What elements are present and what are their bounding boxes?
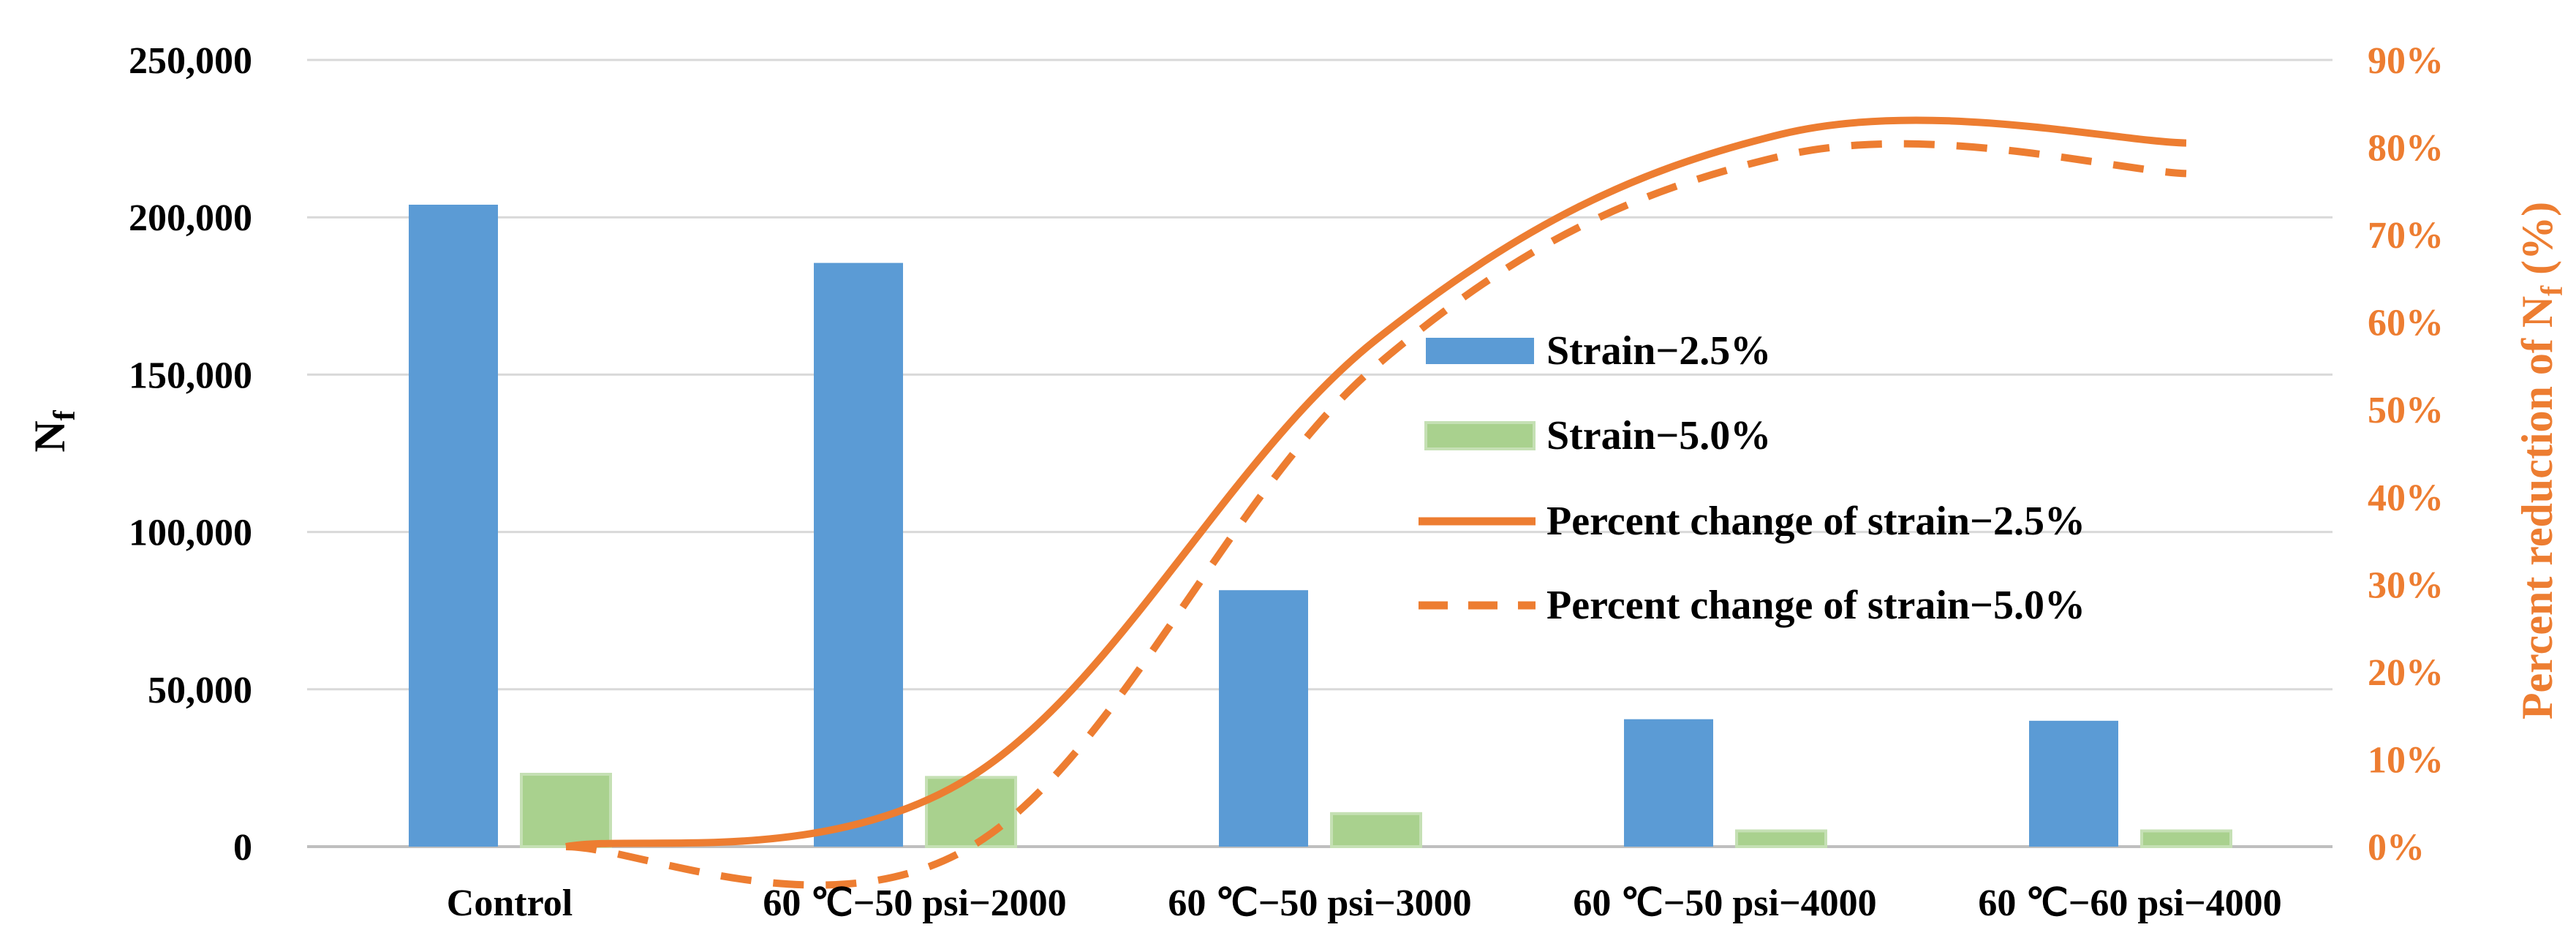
- legend-swatch-strain-5-0: [1424, 421, 1536, 450]
- y2-tick-label: 40%: [2368, 477, 2444, 519]
- bar: [1624, 719, 1713, 847]
- y-tick-label: 150,000: [129, 355, 252, 396]
- y-tick-label: 0: [233, 827, 252, 869]
- line-percent-change-2-5: [565, 116, 2187, 850]
- line-series: [565, 116, 2187, 889]
- y-tick-label: 50,000: [148, 670, 252, 711]
- y-axis-right-title: Percent reduction of Nf (%): [2513, 202, 2569, 719]
- y-axis-left-title: Nf: [26, 409, 82, 452]
- y2-tick-label: 0%: [2368, 827, 2425, 869]
- bar: [925, 776, 1017, 849]
- bars: [409, 204, 2232, 849]
- y2-tick-label: 80%: [2368, 128, 2444, 170]
- legend-label-percent-change-5-0: Percent change of strain−5.0%: [1546, 583, 2085, 628]
- legend-label-strain-2-5: Strain−2.5%: [1546, 328, 1771, 374]
- x-tick-label: 60 ℃−50 psi−4000: [1573, 882, 1876, 924]
- bar: [1735, 829, 1827, 848]
- y2-tick-label: 20%: [2368, 652, 2444, 694]
- y-tick-label: 250,000: [129, 40, 252, 82]
- x-tick-label: Control: [447, 882, 573, 924]
- y2-tick-label: 90%: [2368, 40, 2444, 82]
- y-tick-label: 200,000: [129, 197, 252, 239]
- legend-item-strain-5-0: Strain−5.0%: [1424, 413, 1771, 458]
- line-percent-change-5-0: [565, 140, 2187, 889]
- x-tick-label: 60 ℃−50 psi−2000: [763, 882, 1066, 924]
- y2-tick-label: 30%: [2368, 564, 2444, 606]
- y2-tick-label: 50%: [2368, 390, 2444, 431]
- legend-label-percent-change-2-5: Percent change of strain−2.5%: [1546, 499, 2085, 544]
- x-tick-label: 60 ℃−60 psi−4000: [1978, 882, 2281, 924]
- legend-item-strain-2-5: Strain−2.5%: [1426, 328, 1771, 374]
- legend: Strain−2.5% Strain−5.0% Percent change o…: [1419, 328, 2085, 628]
- bar: [1219, 590, 1308, 847]
- gridlines: [307, 58, 2333, 848]
- legend-item-percent-change-5-0: Percent change of strain−5.0%: [1419, 583, 2085, 628]
- legend-swatch-strain-2-5: [1426, 338, 1534, 364]
- legend-item-percent-change-2-5: Percent change of strain−2.5%: [1419, 499, 2085, 544]
- x-axis-ticks: Control 60 ℃−50 psi−2000 60 ℃−50 psi−3000 6…: [447, 882, 2282, 924]
- y2-tick-label: 60%: [2368, 303, 2444, 344]
- y2-tick-label: 10%: [2368, 739, 2444, 781]
- y2-tick-label: 70%: [2368, 215, 2444, 257]
- x-tick-label: 60 ℃−50 psi−3000: [1168, 882, 1471, 924]
- y-axis-right-ticks: 0% 10% 20% 30% 40% 50% 60% 70% 80% 90%: [2368, 40, 2444, 869]
- bar: [409, 204, 498, 847]
- bar: [814, 262, 903, 847]
- y-axis-left-ticks: 0 50,000 100,000 150,000 200,000 250,000: [129, 40, 252, 869]
- bar: [2140, 829, 2232, 848]
- bar: [1330, 812, 1422, 848]
- bar: [2029, 720, 2118, 847]
- bar: [520, 773, 612, 849]
- legend-label-strain-5-0: Strain−5.0%: [1546, 413, 1771, 458]
- y-tick-label: 100,000: [129, 513, 252, 554]
